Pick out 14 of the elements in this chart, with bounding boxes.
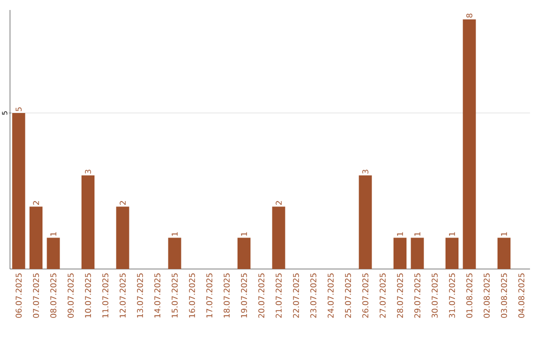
bar (12, 112, 26, 269)
bar (358, 175, 372, 269)
bar (168, 238, 182, 269)
bar (410, 238, 424, 269)
bar (82, 175, 94, 269)
bar (238, 238, 250, 269)
bar (30, 206, 42, 269)
bar (498, 238, 511, 269)
bar (462, 19, 476, 269)
bar (116, 206, 130, 269)
bar (46, 238, 60, 269)
bar (394, 238, 407, 269)
bar (446, 238, 459, 269)
bar (272, 206, 286, 269)
